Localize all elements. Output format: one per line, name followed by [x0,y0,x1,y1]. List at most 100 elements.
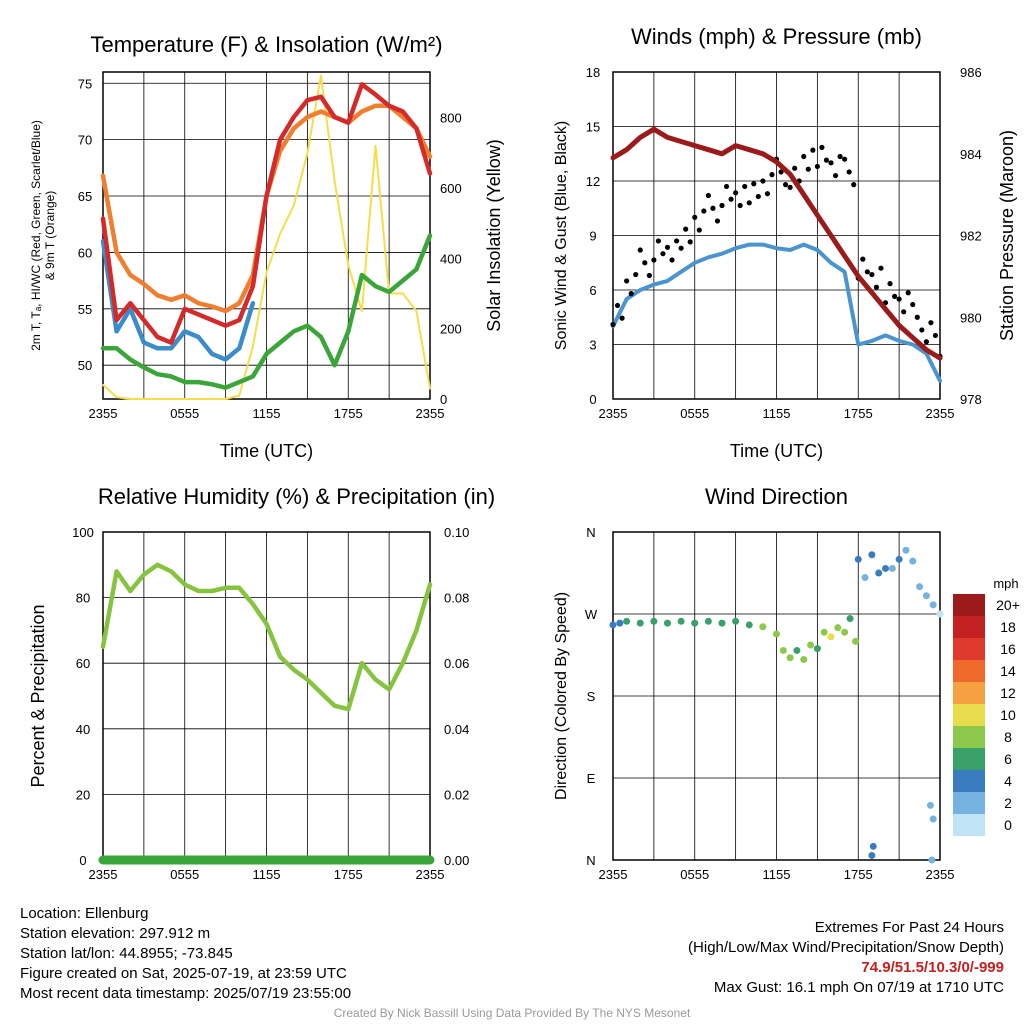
temp-y2-tick-label: 200 [440,322,462,337]
wind-y-tick-label: 12 [586,174,600,189]
wind-gust-point [928,320,934,326]
temp-y-tick-label: 65 [78,189,92,204]
colorbar-label: 6 [1004,751,1012,767]
wind-x-tick-label: 1755 [844,406,873,421]
rh-series-humidity [100,562,433,712]
dir-point [922,592,930,600]
colorbar-swatch [953,748,985,770]
dir-chart-title: Wind Direction [705,484,848,509]
dir-y-tick-label: N [586,525,595,540]
dir-point [759,623,767,631]
wind-gust-point [932,332,939,339]
wind-gust-point [669,257,675,263]
dir-point [793,646,801,654]
wind-x-tick-label: 0555 [680,406,709,421]
wind-gust-point [614,302,621,309]
dir-point [827,633,835,641]
dir-point [882,564,889,572]
dir-y-tick-label: S [587,689,596,704]
temp-y2-tick-label: 400 [440,251,462,266]
dir-point [929,601,937,609]
wind-y-tick-label: 6 [589,283,596,298]
wind-y-tick-label: 18 [586,65,600,80]
wind-gust-point [905,290,911,296]
wind-y-tick-label: 0 [589,392,596,407]
temp-y2-tick-label: 0 [440,392,447,407]
temp-series-solar [102,74,431,400]
temp-series-t2m [100,82,433,345]
temp-x-tick-label: 0555 [170,406,199,421]
temp-series-td [100,233,433,390]
wind-gust-point [642,260,648,266]
wind-gust-point [737,202,743,209]
temp-x-tick-label: 1755 [334,406,363,421]
rh-y2-tick-label: 0.04 [444,722,469,737]
wind-y2-tick-label: 984 [960,147,982,162]
wind-gust-point [646,272,652,279]
dir-point [861,574,869,582]
wind-gust-point [751,181,757,187]
colorbar-swatch [953,792,985,814]
dir-point [888,564,896,572]
wind-gust-point [914,314,920,320]
colorbar-label: 12 [1000,685,1016,701]
dir-point [636,619,644,627]
dir-point [807,641,815,649]
wind-series-sonic [611,242,942,383]
wind-gust-point [823,157,830,163]
credit-line: Created By Nick Bassill Using Data Provi… [333,1006,691,1020]
wind-chart-title: Winds (mph) & Pressure (mb) [631,24,922,49]
dir-y-tick-label: W [585,607,598,622]
colorbar-swatch [953,594,985,616]
wind-gust-point [887,281,893,287]
temp-y2-tick-label: 800 [440,111,462,126]
dir-point [773,630,780,638]
station-latlon: Station lat/lon: 44.8955; -73.845 [20,945,233,962]
wind-gust-point [873,284,880,290]
dir-point [786,654,794,662]
colorbar-swatch [953,726,985,748]
colorbar-unit-label: mph [993,576,1018,591]
wind-gust-point [814,163,820,170]
temp-y-tick-label: 60 [78,245,92,260]
wind-gust-point [610,321,616,328]
rh-y2-tick-label: 0.06 [444,656,469,671]
wind-gust-point [655,238,662,244]
wind-x-axis-label: Time (UTC) [730,441,823,461]
wind-y-axis-label: Sonic Wind & Gust (Blue, Black) [553,121,570,350]
dir-point [623,617,631,625]
dir-point [895,555,903,563]
wind-y-tick-label: 15 [586,120,600,135]
wind-gust-point [683,226,689,232]
wind-gust-point [733,190,739,196]
wind-gust-point [728,196,734,202]
wind-gust-point [801,153,807,160]
dir-point [704,617,712,625]
wind-gust-point [692,214,698,220]
temp-y2-axis-label: Solar Insolation (Yellow) [484,139,504,331]
wind-gust-point [837,153,843,160]
dir-point [732,617,740,625]
dir-point [677,617,685,625]
rh-y-tick-label: 20 [76,787,90,802]
wind-gust-point [696,227,702,233]
wind-x-tick-label: 1155 [763,406,791,421]
wind-gust-point [923,339,929,345]
wind-gust-point [678,245,684,251]
wind-x-tick-label: 2355 [599,406,628,421]
station-elevation: Station elevation: 297.912 m [20,925,211,942]
wind-gust-point [764,191,771,197]
wind-y2-axis-label: Station Pressure (Maroon) [997,130,1017,341]
rh-y-tick-label: 0 [79,853,86,868]
temp-y-tick-label: 70 [78,133,92,148]
wind-gust-point [860,256,866,262]
wind-gust-point [787,184,793,190]
colorbar-label: 0 [1004,817,1012,833]
temp-y-tick-label: 50 [78,358,92,373]
rh-y2-tick-label: 0.02 [444,787,469,802]
dir-point [854,555,862,563]
dir-point [875,569,883,577]
dir-x-tick-label: 2355 [926,867,955,882]
wind-gust-point [851,182,857,188]
